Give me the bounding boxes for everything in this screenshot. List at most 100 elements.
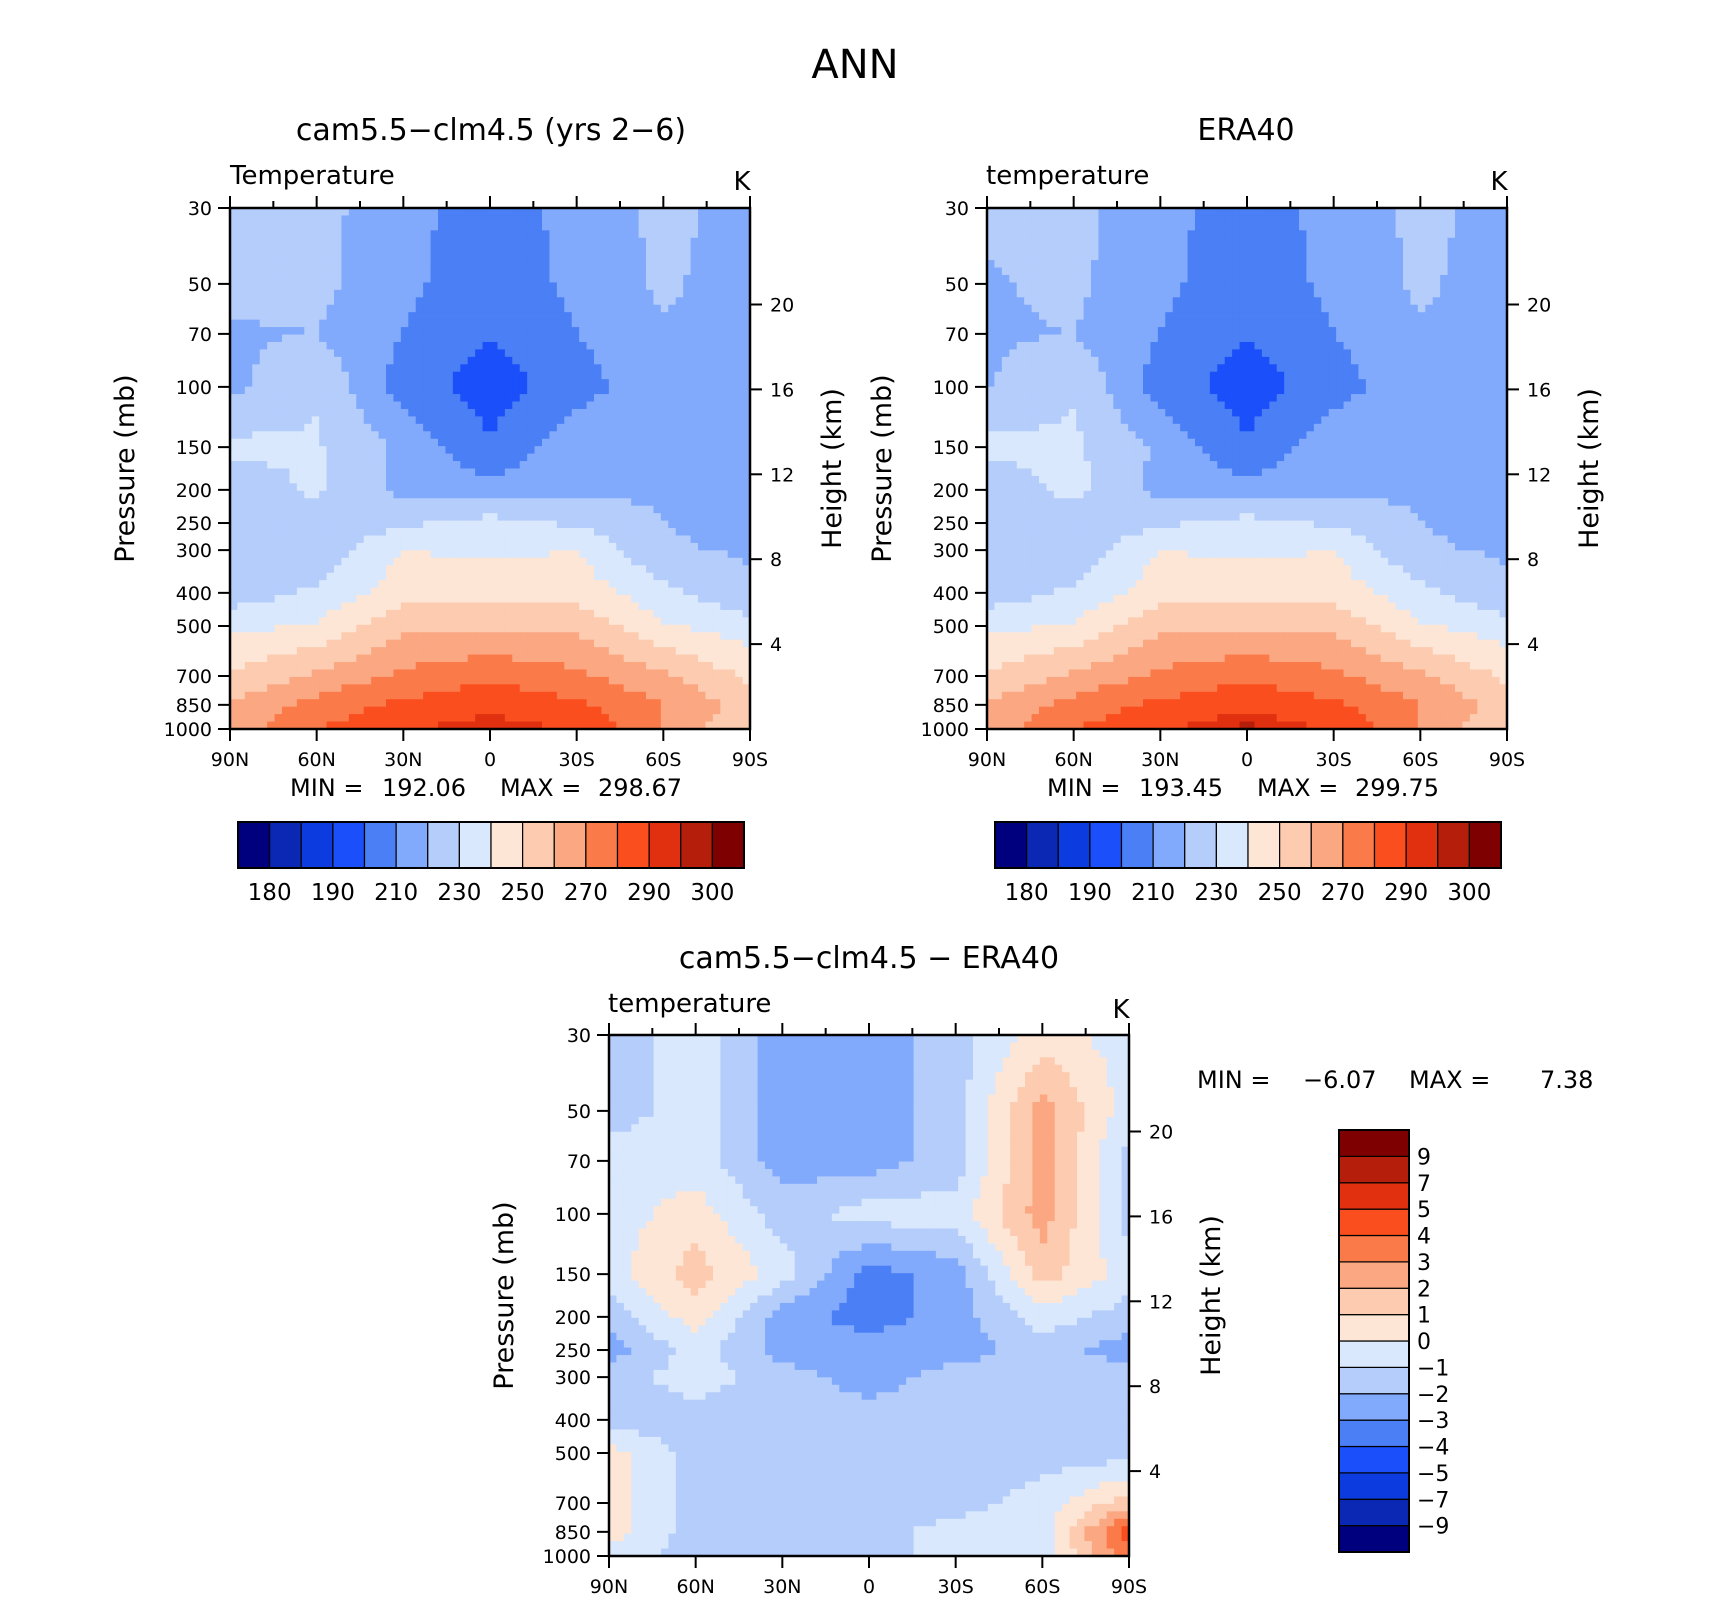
field-cell xyxy=(579,490,588,499)
field-cell xyxy=(371,289,380,298)
field-cell xyxy=(579,669,588,678)
field-cell xyxy=(542,416,551,425)
field-cell xyxy=(460,356,469,365)
field-cell xyxy=(646,505,655,514)
field-cell xyxy=(430,580,439,589)
field-cell xyxy=(586,208,595,217)
field-cell xyxy=(586,282,595,291)
field-cell xyxy=(571,617,580,626)
field-cell xyxy=(408,371,417,380)
field-cell xyxy=(363,609,372,618)
field-cell xyxy=(660,312,669,321)
field-cell xyxy=(378,408,387,417)
field-cell xyxy=(705,379,714,388)
field-cell xyxy=(430,453,439,462)
field-cell xyxy=(720,632,729,641)
field-cell xyxy=(460,341,469,351)
field-cell xyxy=(556,528,565,537)
field-cell xyxy=(690,461,699,470)
field-cell xyxy=(371,632,380,641)
field-cell xyxy=(512,394,521,403)
field-cell xyxy=(393,587,402,596)
field-cell xyxy=(504,260,513,269)
field-cell xyxy=(378,327,387,336)
field-cell xyxy=(252,699,261,708)
field-cell xyxy=(490,475,499,484)
field-cell xyxy=(452,304,461,313)
field-cell xyxy=(259,513,268,522)
field-cell xyxy=(497,490,506,499)
field-cell xyxy=(326,520,335,529)
field-cell xyxy=(408,386,417,395)
field-cell xyxy=(646,535,655,544)
field-cell xyxy=(423,312,432,321)
field-cell xyxy=(452,595,461,604)
field-cell xyxy=(289,468,298,477)
field-cell xyxy=(683,609,692,618)
field-cell xyxy=(274,557,283,566)
field-cell xyxy=(527,334,536,343)
field-cell xyxy=(408,639,417,648)
field-cell xyxy=(356,260,365,269)
field-cell xyxy=(556,274,565,284)
field-cell xyxy=(490,408,499,417)
field-cell xyxy=(638,639,647,648)
field-cell xyxy=(668,453,677,462)
field-cell xyxy=(445,572,454,581)
field-cell xyxy=(519,356,528,365)
field-cell xyxy=(490,513,499,522)
field-cell xyxy=(371,356,380,365)
field-cell xyxy=(400,453,409,462)
field-cell xyxy=(452,475,461,484)
field-cell xyxy=(482,304,491,313)
field-cell xyxy=(646,267,655,276)
field-cell xyxy=(282,461,291,470)
field-cell xyxy=(282,341,291,351)
field-cell xyxy=(430,490,439,499)
field-cell xyxy=(348,706,357,715)
field-cell xyxy=(608,401,617,410)
field-cell xyxy=(452,453,461,462)
field-cell xyxy=(237,595,246,604)
field-cell xyxy=(356,379,365,388)
field-cell xyxy=(334,356,343,365)
field-cell xyxy=(646,699,655,708)
field-cell xyxy=(311,609,320,618)
field-cell xyxy=(542,475,551,484)
field-cell xyxy=(504,691,513,700)
field-cell xyxy=(230,394,239,403)
field-cell xyxy=(244,699,253,708)
field-cell xyxy=(675,654,684,663)
field-cell xyxy=(623,408,632,417)
field-cell xyxy=(400,565,409,574)
field-cell xyxy=(252,260,261,269)
field-cell xyxy=(304,513,313,522)
field-cell xyxy=(556,282,565,291)
field-cell xyxy=(296,356,305,365)
field-cell xyxy=(601,215,610,224)
field-cell xyxy=(282,289,291,298)
field-cell xyxy=(267,475,276,484)
field-cell xyxy=(341,609,350,618)
field-cell xyxy=(727,654,736,663)
field-cell xyxy=(289,371,298,380)
field-cell xyxy=(452,550,461,559)
field-cell xyxy=(594,557,603,566)
field-cell xyxy=(594,684,603,693)
field-cell xyxy=(460,304,469,313)
field-cell xyxy=(638,297,647,306)
field-cell xyxy=(274,208,283,217)
field-cell xyxy=(549,245,558,254)
field-cell xyxy=(742,312,751,321)
field-cell xyxy=(252,222,261,231)
field-cell xyxy=(460,721,469,730)
field-cell xyxy=(616,423,625,432)
field-cell xyxy=(534,230,543,239)
field-cell xyxy=(274,498,283,507)
field-cell xyxy=(705,401,714,410)
field-cell xyxy=(386,252,395,261)
field-cell xyxy=(712,520,721,529)
field-cell xyxy=(608,572,617,581)
field-cell xyxy=(556,542,565,551)
field-cell xyxy=(601,513,610,522)
